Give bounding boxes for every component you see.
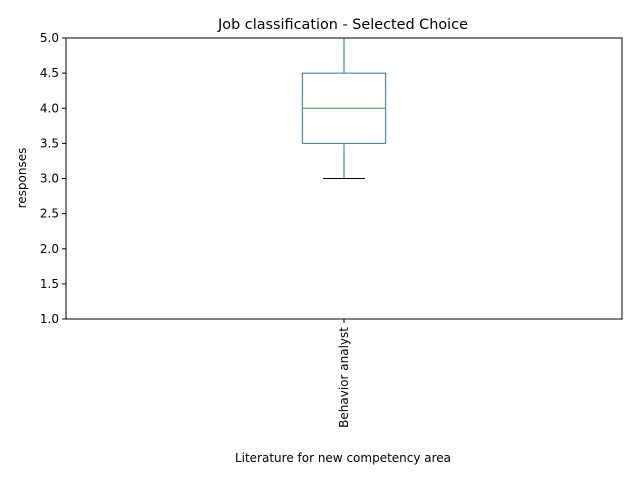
y-tick-label: 4.5 [40, 66, 59, 80]
y-tick-label: 2.5 [40, 207, 59, 221]
x-tick-label: Behavior analyst [337, 327, 351, 428]
y-tick-label: 1.0 [40, 312, 59, 326]
y-tick-label: 5.0 [40, 31, 59, 45]
axes-frame [65, 37, 623, 320]
y-axis-label: responses [15, 148, 29, 209]
plot-area: 1.0 1.5 2.0 2.5 3.0 3.5 4.0 4.5 5.0 Behavior anal… [40, 31, 623, 428]
y-tick-label: 3.5 [40, 136, 59, 150]
y-tick-label: 1.5 [40, 277, 59, 291]
chart-title: Job classification - Selected Choice [217, 17, 468, 33]
x-axis-label: Literature for new competency area [235, 451, 451, 465]
y-tick-label: 3.0 [40, 172, 59, 186]
y-tick-label: 2.0 [40, 242, 59, 256]
y-tick-label: 4.0 [40, 101, 59, 115]
